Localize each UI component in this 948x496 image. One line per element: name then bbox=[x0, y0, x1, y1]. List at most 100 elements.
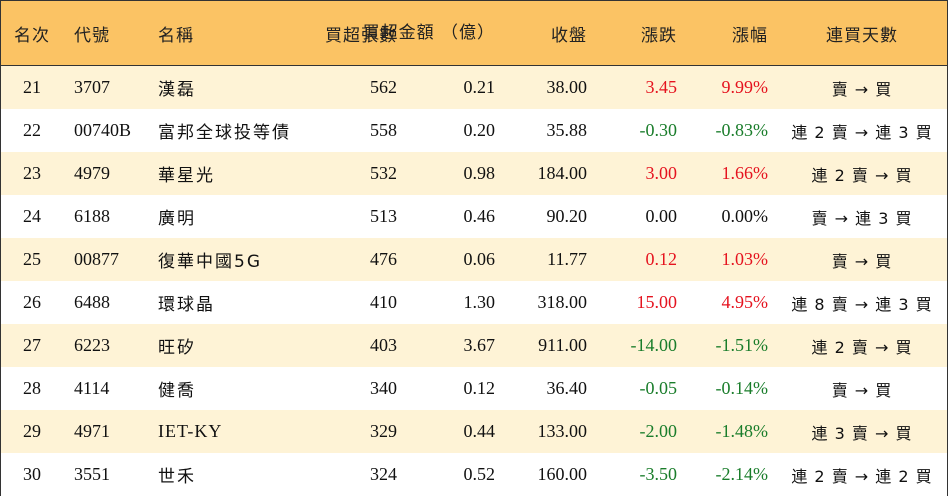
name-cell: 漢磊 bbox=[158, 80, 196, 100]
table-row: 27 6223 旺矽 403 3.67 911.00 -14.00 -1.51% 連 2 賣 →… bbox=[1, 324, 947, 367]
change-pct-cell: -1.48% bbox=[715, 421, 769, 441]
rank-cell: 21 bbox=[23, 77, 41, 97]
amount-cell: 0.20 bbox=[463, 120, 496, 140]
change-pct-cell: -2.14% bbox=[715, 464, 769, 484]
change-pct-cell: 1.03% bbox=[721, 249, 769, 269]
rank-cell: 29 bbox=[23, 421, 41, 441]
streak-cell: 賣 → 買 bbox=[831, 251, 893, 271]
header-streak: 連買天數 bbox=[826, 25, 898, 46]
amount-cell: 0.44 bbox=[463, 421, 496, 441]
table-row: 28 4114 健喬 340 0.12 36.40 -0.05 -0.14% 賣 → 買 bbox=[1, 367, 947, 410]
amount-cell: 0.21 bbox=[463, 77, 496, 97]
volume-cell: 476 bbox=[370, 249, 397, 269]
volume-cell: 532 bbox=[370, 163, 397, 183]
close-cell: 911.00 bbox=[538, 335, 587, 355]
streak-cell: 連 2 賣 → 連 2 買 bbox=[791, 466, 933, 486]
close-cell: 36.40 bbox=[546, 378, 588, 398]
close-cell: 160.00 bbox=[537, 464, 588, 484]
streak-cell: 連 2 賣 → 買 bbox=[811, 165, 913, 185]
volume-cell: 324 bbox=[370, 464, 397, 484]
name-cell: 健喬 bbox=[158, 381, 196, 401]
change-pct-cell: -0.14% bbox=[715, 378, 769, 398]
volume-cell: 329 bbox=[370, 421, 397, 441]
code-cell: 6488 bbox=[74, 292, 110, 312]
code-cell: 4114 bbox=[74, 378, 110, 398]
change-cell: 3.45 bbox=[645, 77, 678, 97]
amount-cell: 0.12 bbox=[463, 378, 496, 398]
streak-cell: 賣 → 連 3 買 bbox=[811, 208, 913, 228]
rank-cell: 27 bbox=[23, 335, 41, 355]
amount-cell: 0.98 bbox=[463, 163, 496, 183]
code-cell: 6188 bbox=[74, 206, 110, 226]
change-cell: 3.00 bbox=[645, 163, 678, 183]
volume-cell: 340 bbox=[370, 378, 397, 398]
header-volume: 買超張數 bbox=[325, 25, 397, 46]
rank-cell: 25 bbox=[23, 249, 41, 269]
amount-cell: 3.67 bbox=[463, 335, 496, 355]
name-cell: 復華中國5G bbox=[158, 252, 262, 272]
change-cell: -14.00 bbox=[630, 335, 678, 355]
volume-cell: 513 bbox=[370, 206, 397, 226]
close-cell: 38.00 bbox=[546, 77, 588, 97]
header-amount-line1: 買超金額 bbox=[362, 23, 435, 43]
table-row: 25 00877 復華中國5G 476 0.06 11.77 0.12 1.03% 賣 → 買 bbox=[1, 238, 947, 281]
streak-cell: 賣 → 買 bbox=[831, 79, 893, 99]
amount-cell: 0.06 bbox=[463, 249, 496, 269]
code-cell: 6223 bbox=[74, 335, 110, 355]
table-row: 26 6488 環球晶 410 1.30 318.00 15.00 4.95% 連 8 賣 → … bbox=[1, 281, 947, 324]
rank-cell: 28 bbox=[23, 378, 41, 398]
streak-cell: 賣 → 買 bbox=[831, 380, 893, 400]
code-cell: 3707 bbox=[74, 77, 110, 97]
change-cell: 0.00 bbox=[645, 206, 678, 226]
change-pct-cell: -1.51% bbox=[715, 335, 769, 355]
name-cell: 廣明 bbox=[158, 209, 196, 229]
header-change: 漲跌 bbox=[641, 25, 677, 46]
table-row: 24 6188 廣明 513 0.46 90.20 0.00 0.00% 賣 → 連 3 買 bbox=[1, 195, 947, 238]
change-cell: 0.12 bbox=[645, 249, 678, 269]
change-pct-cell: 9.99% bbox=[721, 77, 769, 97]
rank-cell: 23 bbox=[23, 163, 41, 183]
amount-cell: 1.30 bbox=[463, 292, 496, 312]
name-cell: IET-KY bbox=[158, 421, 223, 441]
volume-cell: 562 bbox=[370, 77, 397, 97]
table-row: 30 3551 世禾 324 0.52 160.00 -3.50 -2.14% 連 2 賣 → … bbox=[1, 453, 947, 496]
name-cell: 旺矽 bbox=[158, 338, 196, 358]
close-cell: 133.00 bbox=[537, 421, 588, 441]
change-cell: -0.05 bbox=[639, 378, 678, 398]
code-cell: 4971 bbox=[74, 421, 110, 441]
header-name: 名稱 bbox=[158, 25, 194, 46]
name-cell: 華星光 bbox=[158, 166, 215, 186]
change-cell: -0.30 bbox=[639, 120, 678, 140]
code-cell: 00740B bbox=[74, 120, 132, 140]
amount-cell: 0.46 bbox=[463, 206, 496, 226]
table-row: 29 4971 IET-KY 329 0.44 133.00 -2.00 -1.48% 連 3 … bbox=[1, 410, 947, 453]
header-amount-line2: （億） bbox=[441, 23, 495, 43]
code-cell: 00877 bbox=[74, 249, 119, 269]
rank-cell: 30 bbox=[23, 464, 41, 484]
code-cell: 3551 bbox=[74, 464, 110, 484]
header-code: 代號 bbox=[74, 25, 110, 46]
table-header: 名次 代號 名稱 買超張數 買超金額 （億） 收盤 漲跌 漲幅 連買天數 bbox=[1, 1, 947, 66]
table-row: 22 00740B 富邦全球投等債 558 0.20 35.88 -0.30 -0.83% 連 … bbox=[1, 109, 947, 152]
change-pct-cell: 1.66% bbox=[721, 163, 769, 183]
volume-cell: 558 bbox=[370, 120, 397, 140]
close-cell: 184.00 bbox=[537, 163, 588, 183]
rank-cell: 22 bbox=[23, 120, 41, 140]
streak-cell: 連 2 賣 → 連 3 買 bbox=[791, 122, 933, 142]
name-cell: 富邦全球投等債 bbox=[158, 123, 291, 143]
table-row: 23 4979 華星光 532 0.98 184.00 3.00 1.66% 連 2 賣 → 買 bbox=[1, 152, 947, 195]
header-amount-stack: 買超金額 （億） bbox=[363, 23, 495, 43]
volume-cell: 403 bbox=[370, 335, 397, 355]
change-pct-cell: -0.83% bbox=[715, 120, 769, 140]
header-close: 收盤 bbox=[551, 25, 587, 46]
change-cell: -3.50 bbox=[639, 464, 678, 484]
header-amount: 買超金額 （億） bbox=[363, 1, 495, 65]
name-cell: 環球晶 bbox=[158, 295, 215, 315]
rank-cell: 26 bbox=[23, 292, 41, 312]
streak-cell: 連 2 賣 → 買 bbox=[811, 337, 913, 357]
header-change-pct: 漲幅 bbox=[732, 25, 768, 46]
amount-cell: 0.52 bbox=[463, 464, 496, 484]
change-pct-cell: 4.95% bbox=[721, 292, 769, 312]
code-cell: 4979 bbox=[74, 163, 110, 183]
